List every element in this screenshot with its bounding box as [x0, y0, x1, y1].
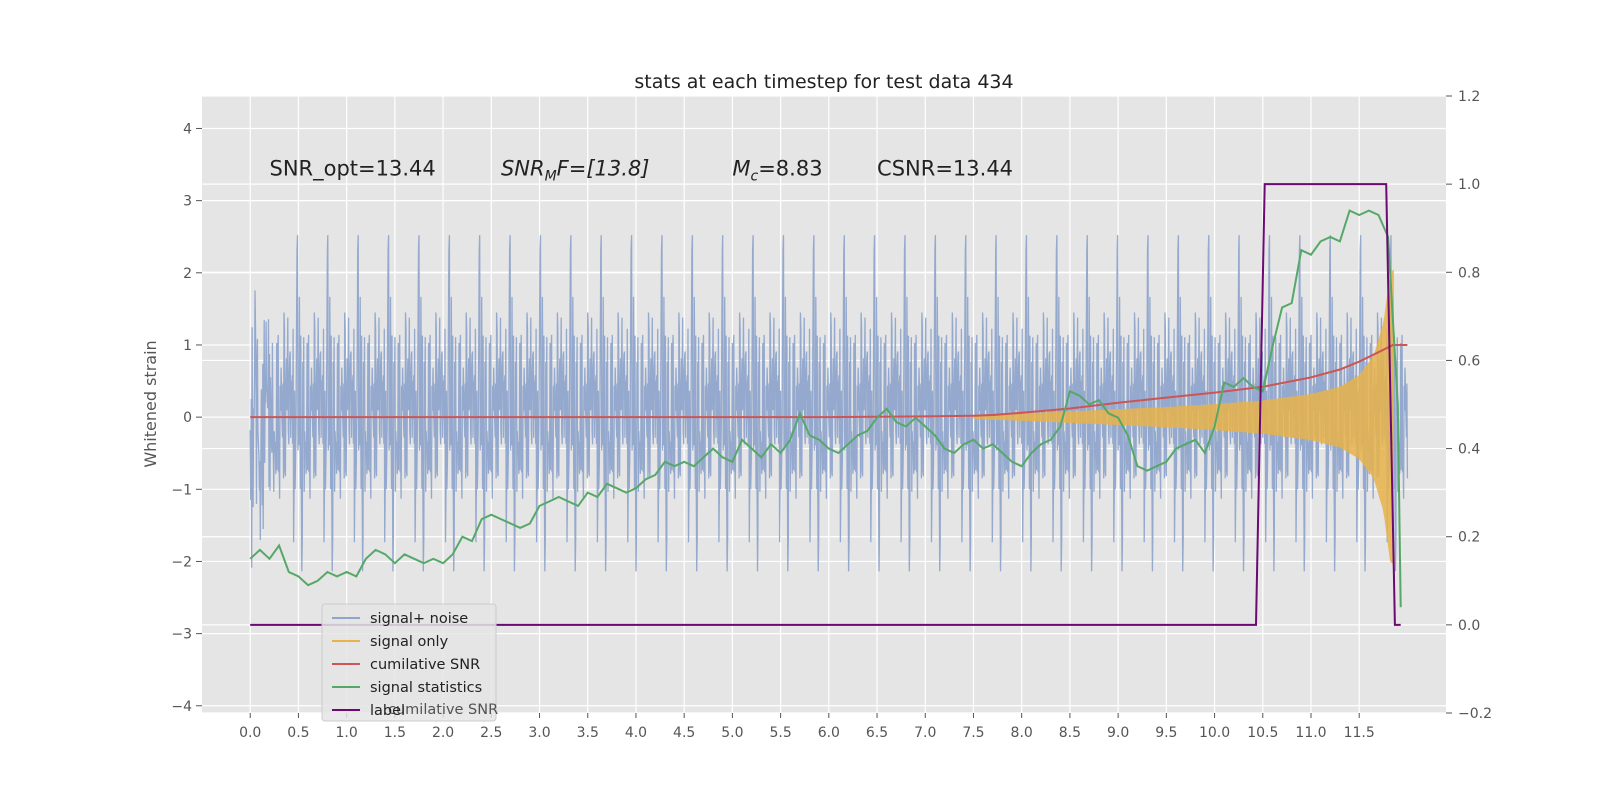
annotation-2: Mc=8.83	[732, 156, 822, 184]
y-tick-label-1: 3	[183, 194, 192, 210]
y-axis-label: Whitened strain	[141, 340, 160, 467]
x-tick-label-6: 3.0	[528, 725, 550, 741]
x-tick-label-10: 5.0	[721, 725, 743, 741]
series-signal-only	[973, 269, 1394, 566]
legend-label-1: signal only	[370, 634, 449, 650]
x-tick-label-7: 3.5	[577, 725, 599, 741]
x-tick-label-17: 8.5	[1059, 725, 1081, 741]
legend-label-3: signal statistics	[370, 680, 482, 696]
x-tick-label-0: 0.0	[239, 725, 261, 741]
series-line-4	[250, 183, 1401, 626]
x-tick-label-4: 2.0	[432, 725, 454, 741]
x-tick-label-16: 8.0	[1011, 725, 1033, 741]
signal-only-band	[973, 269, 1394, 566]
y-tick-label-7: −3	[171, 627, 192, 643]
legend-label-2: cumilative SNR	[370, 657, 480, 673]
x-tick-label-19: 9.5	[1155, 725, 1177, 741]
series-line-3	[249, 209, 1402, 608]
annotation-3: CSNR=13.44	[877, 156, 1013, 180]
y-tick-label-0: 4	[183, 121, 192, 137]
y-right-tick-label-7: −0.2	[1458, 706, 1492, 722]
legend-label-4: label	[370, 703, 405, 719]
x-tick-label-5: 2.5	[480, 725, 502, 741]
chart-title: stats at each timestep for test data 434	[634, 71, 1013, 93]
x-tick-label-21: 10.5	[1247, 725, 1278, 741]
y-tick-label-8: −4	[171, 699, 192, 715]
legend: cumilative SNR signal+ noise signal only cu…	[321, 603, 498, 722]
x-tick-label-11: 5.5	[769, 725, 791, 741]
y-right-tick-label-6: 0.0	[1458, 618, 1480, 634]
x-tick-label-20: 10.0	[1199, 725, 1230, 741]
y-right-tick-label-4: 0.4	[1458, 442, 1480, 458]
x-tick-label-2: 1.0	[336, 725, 358, 741]
y-right-tick-label-2: 0.8	[1458, 265, 1480, 281]
y-right-tick-label-1: 1.0	[1458, 177, 1480, 193]
x-tick-label-8: 4.0	[625, 725, 647, 741]
axes: 0.0 0.5 1.0 1.5 2.0 2.5 3.0 3.5 4.0 4.5 5.0 5.5 6.0 6…	[171, 89, 1492, 741]
x-tick-label-14: 7.0	[914, 725, 936, 741]
x-tick-label-23: 11.5	[1344, 725, 1375, 741]
x-tick-label-9: 4.5	[673, 725, 695, 741]
series-line-2	[250, 344, 1408, 419]
annotations: SNR_opt=13.44 SNRMF=[13.8] Mc=8.83 CSNR=13.…	[270, 156, 1014, 184]
x-tick-label-15: 7.5	[962, 725, 984, 741]
y-right-tick-label-0: 1.2	[1458, 89, 1480, 105]
annotation-0: SNR_opt=13.44	[270, 156, 436, 181]
legend-box	[321, 603, 497, 722]
legend-ghost-text: cumilative SNR	[388, 702, 498, 718]
y-tick-label-2: 2	[183, 266, 192, 282]
x-tick-label-1: 0.5	[287, 725, 309, 741]
x-tick-label-12: 6.0	[818, 725, 840, 741]
x-tick-label-13: 6.5	[866, 725, 888, 741]
annotation-1: SNRMF=[13.8]	[501, 156, 650, 184]
x-tick-label-3: 1.5	[384, 725, 406, 741]
x-tick-label-18: 9.0	[1107, 725, 1129, 741]
legend-label-0: signal+ noise	[370, 611, 468, 627]
y-right-tick-label-3: 0.6	[1458, 353, 1480, 369]
y-right-tick-label-5: 0.2	[1458, 530, 1480, 546]
x-tick-label-22: 11.0	[1295, 725, 1326, 741]
y-tick-label-5: −1	[171, 482, 192, 498]
y-tick-label-3: 1	[183, 338, 192, 354]
y-tick-label-6: −2	[171, 554, 192, 570]
series-lines	[249, 183, 1408, 626]
y-tick-label-4: 0	[183, 410, 192, 426]
